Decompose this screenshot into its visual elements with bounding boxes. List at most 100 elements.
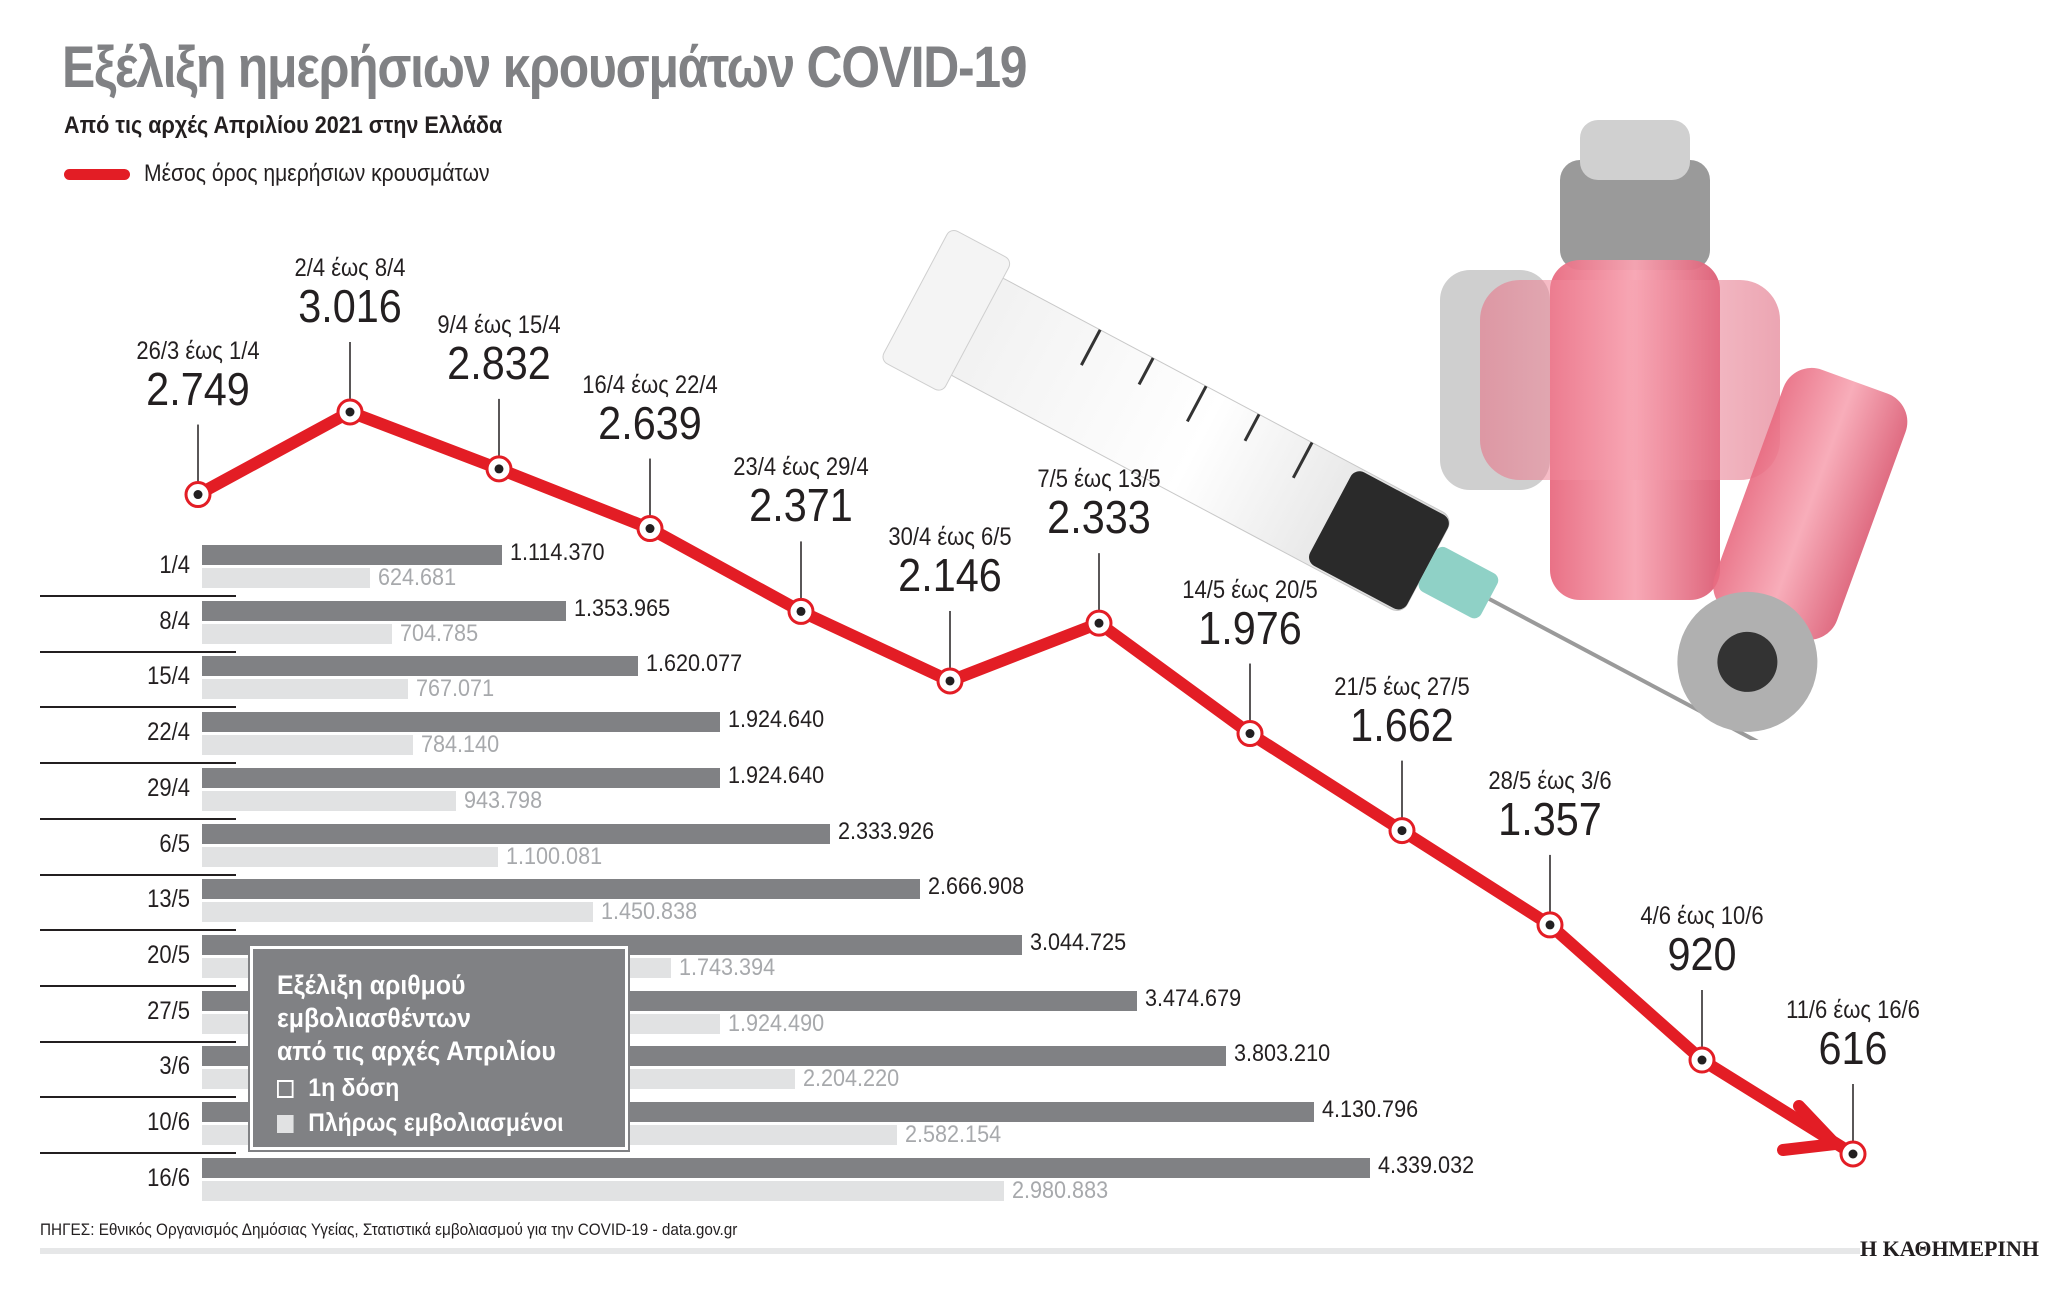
legend-red-line-swatch — [64, 168, 130, 180]
bar-first-dose — [202, 712, 721, 733]
bar-first-dose — [202, 656, 639, 677]
bar-fully-vaccinated — [202, 790, 457, 811]
first-dose-value: 1.620.077 — [646, 650, 743, 678]
legend-first-dose: 1η δόση — [277, 1074, 597, 1103]
bar-first-dose — [202, 823, 831, 844]
line-point-label: 14/5 έως 20/5 1.976 — [1173, 576, 1327, 651]
first-dose-swatch-icon — [277, 1079, 294, 1098]
legend-label: Μέσος όρος ημερήσιων κρουσμάτων — [144, 160, 490, 187]
point-value: 2.371 — [749, 479, 853, 532]
point-date-range: 28/5 έως 3/6 — [1488, 766, 1612, 795]
line-point-label: 11/6 έως 16/6 616 — [1777, 996, 1929, 1071]
fully-vaccinated-value: 1.100.081 — [506, 842, 603, 870]
fully-vaccinated-value: 624.681 — [378, 564, 457, 591]
line-point-label: 4/6 έως 10/6 920 — [1632, 902, 1772, 977]
point-value: 2.146 — [898, 548, 1002, 601]
arrow-head-icon — [1777, 1100, 1848, 1156]
bar-first-dose — [202, 1157, 1370, 1178]
first-dose-value: 1.924.640 — [728, 761, 825, 789]
line-point-label: 2/4 έως 8/4 3.016 — [287, 254, 413, 329]
legend-fully-vaccinated-label: Πλήρως εμβολιασμένοι — [308, 1109, 564, 1137]
row-separator — [40, 984, 236, 987]
first-dose-value: 4.339.032 — [1378, 1151, 1475, 1179]
vbox-title-3: από τις αρχές Απριλίου — [277, 1036, 556, 1066]
first-dose-value: 3.803.210 — [1233, 1040, 1330, 1068]
vbox-title-1: Εξέλιξη αριθμού — [277, 970, 466, 1000]
point-date-range: 9/4 έως 15/4 — [437, 310, 561, 339]
first-dose-value: 1.114.370 — [509, 539, 605, 566]
fully-vaccinated-value: 2.980.883 — [1012, 1176, 1109, 1204]
fully-vaccinated-value: 767.071 — [416, 675, 495, 703]
row-separator — [40, 706, 236, 709]
line-point-label: 30/4 έως 6/5 2.146 — [880, 523, 1020, 598]
point-value: 616 — [1818, 1022, 1888, 1074]
line-point-label: 7/5 έως 13/5 2.333 — [1029, 465, 1169, 540]
bar-row-date: 15/4 — [147, 662, 190, 691]
fully-vaccinated-value: 2.582.154 — [905, 1121, 1002, 1148]
vbox-title-2: εμβολιασθέντων — [277, 1003, 471, 1033]
point-date-range: 11/6 έως 16/6 — [1786, 996, 1920, 1024]
first-dose-value: 3.044.725 — [1029, 928, 1126, 956]
first-dose-value: 4.130.796 — [1321, 1096, 1419, 1123]
cases-trend-line — [195, 406, 1857, 1160]
first-dose-value: 2.333.926 — [838, 817, 935, 845]
point-date-range: 7/5 έως 13/5 — [1037, 465, 1161, 494]
fully-vaccinated-value: 1.743.394 — [679, 953, 776, 981]
point-date-range: 23/4 έως 29/4 — [733, 453, 869, 482]
line-point-label: 28/5 έως 3/6 1.357 — [1480, 767, 1620, 842]
row-separator — [40, 873, 236, 876]
first-dose-value: 3.474.679 — [1145, 984, 1242, 1012]
fully-vaccinated-swatch-icon — [277, 1114, 294, 1133]
point-value: 1.662 — [1350, 698, 1454, 751]
point-value: 920 — [1667, 928, 1737, 980]
row-separator — [40, 762, 236, 765]
point-date-range: 30/4 έως 6/5 — [888, 522, 1012, 551]
row-separator — [40, 595, 236, 597]
row-separator — [40, 929, 236, 932]
vaccination-legend-box: Εξέλιξη αριθμού εμβολιασθέντων από τις α… — [248, 944, 630, 1152]
point-date-range: 14/5 έως 20/5 — [1182, 575, 1318, 604]
chart-subtitle: Από τις αρχές Απριλίου 2021 στην Ελλάδα — [64, 112, 503, 139]
line-point-label: 21/5 έως 27/5 1.662 — [1325, 673, 1479, 748]
point-date-range: 16/4 έως 22/4 — [582, 370, 718, 399]
point-value: 2.749 — [146, 362, 250, 415]
footer-rule — [40, 1248, 1860, 1254]
point-date-range: 2/4 έως 8/4 — [294, 254, 406, 282]
fully-vaccinated-value: 943.798 — [464, 786, 543, 814]
bar-row-date: 8/4 — [159, 606, 190, 635]
fully-vaccinated-value: 784.140 — [421, 731, 500, 759]
bar-row-date: 3/6 — [159, 1052, 190, 1081]
row-separator — [40, 1096, 236, 1099]
bar-row-date: 29/4 — [147, 773, 190, 802]
line-point-label: 23/4 έως 29/4 2.371 — [724, 453, 878, 528]
point-value: 2.639 — [598, 396, 702, 449]
point-value: 1.976 — [1198, 601, 1302, 654]
fully-vaccinated-value: 1.450.838 — [600, 898, 697, 926]
point-value: 2.333 — [1047, 491, 1151, 544]
chart-title: Εξέλιξη ημερήσιων κρουσμάτων COVID-19 — [62, 35, 1028, 100]
legend-fully-vaccinated: Πλήρως εμβολιασμένοι — [277, 1109, 597, 1138]
line-legend: Μέσος όρος ημερήσιων κρουσμάτων — [64, 160, 537, 188]
row-separator — [40, 1152, 236, 1154]
fully-vaccinated-value: 704.785 — [399, 619, 478, 647]
first-dose-value: 1.924.640 — [728, 706, 825, 734]
legend-first-dose-label: 1η δόση — [308, 1074, 400, 1102]
bar-row-date: 22/4 — [147, 718, 190, 747]
bar-row-date: 10/6 — [147, 1108, 190, 1136]
line-point-label: 26/3 έως 1/4 2.749 — [128, 337, 268, 412]
point-value: 1.357 — [1498, 792, 1602, 845]
bar-fully-vaccinated — [202, 568, 371, 588]
bar-fully-vaccinated — [202, 846, 499, 867]
bar-fully-vaccinated — [202, 1180, 1005, 1201]
source-note: ΠΗΓΕΣ: Εθνικός Οργανισμός Δημόσιας Υγεία… — [40, 1220, 738, 1239]
publisher-logo: Η ΚΑΘΗΜΕΡΙΝΗ — [1860, 1236, 2039, 1261]
point-date-range: 26/3 έως 1/4 — [136, 336, 260, 365]
point-value: 2.832 — [447, 336, 551, 389]
bar-fully-vaccinated — [202, 902, 593, 923]
fully-vaccinated-value: 2.204.220 — [803, 1065, 900, 1093]
bar-row-date: 13/5 — [147, 885, 190, 914]
syringe-vials-illustration — [882, 120, 1908, 740]
bar-first-dose — [202, 600, 567, 621]
bar-row-date: 1/4 — [159, 551, 190, 579]
